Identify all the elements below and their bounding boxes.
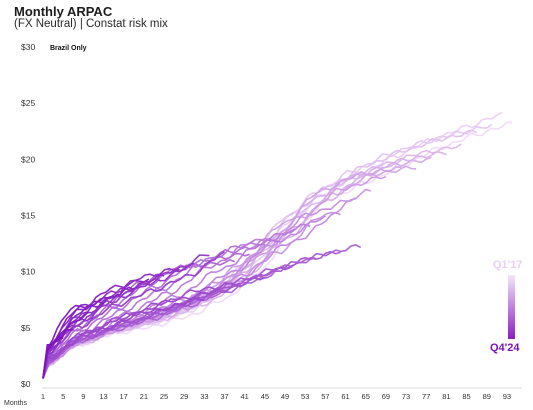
x-tick-label: 29: [180, 392, 188, 401]
x-tick-label: 89: [483, 392, 491, 401]
x-tick-label: 69: [382, 392, 390, 401]
cohort-series-line: [42, 300, 104, 379]
x-tick-label: 1: [41, 392, 45, 401]
y-tick-label: $5: [21, 323, 31, 333]
cohort-series-line: [42, 277, 266, 379]
legend-oldest-label: Q1'17: [493, 259, 523, 271]
x-tick-label: 17: [120, 392, 128, 401]
cohort-series-line: [42, 197, 357, 379]
x-tick-label: 65: [362, 392, 370, 401]
legend-gradient-bar: [508, 275, 515, 339]
x-tick-label: 73: [402, 392, 410, 401]
x-tick-label: 85: [462, 392, 470, 401]
cohort-series-line: [42, 121, 513, 379]
x-tick-label: 13: [99, 392, 107, 401]
x-tick-label: 25: [160, 392, 168, 401]
x-tick-label: 81: [442, 392, 450, 401]
cohort-series-line: [42, 287, 220, 379]
region-note: Brazil Only: [50, 45, 87, 52]
cohort-series-line: [42, 251, 225, 379]
x-tick-label: 57: [321, 392, 329, 401]
y-tick-label: $30: [21, 42, 35, 52]
x-tick-label: 93: [503, 392, 511, 401]
x-tick-label: 9: [81, 392, 85, 401]
cohort-series-line: [42, 143, 462, 379]
legend-newest-label: Q4'24: [490, 342, 520, 354]
y-tick-label: $0: [21, 379, 31, 389]
x-tick-label: 5: [61, 392, 65, 401]
y-tick-label: $15: [21, 211, 35, 221]
x-tick-label: 21: [140, 392, 148, 401]
x-tick-label: 53: [301, 392, 309, 401]
x-axis-label: Months: [4, 400, 27, 407]
cohort-series-line: [42, 254, 210, 379]
cohort-series-line: [42, 150, 447, 379]
y-tick-label: $10: [21, 267, 35, 277]
cohort-series-line: [42, 296, 205, 379]
chart-subtitle: (FX Neutral) | Constat risk mix: [14, 18, 168, 30]
x-tick-label: 33: [200, 392, 208, 401]
x-tick-label: 77: [422, 392, 430, 401]
x-tick-label: 37: [220, 392, 228, 401]
cohort-series-line: [42, 166, 402, 379]
y-tick-label: $20: [21, 154, 35, 164]
x-tick-label: 41: [241, 392, 249, 401]
y-tick-label: $25: [21, 98, 35, 108]
x-tick-label: 45: [261, 392, 269, 401]
chart-title: Monthly ARPAC: [14, 4, 113, 19]
cohort-series-line: [42, 336, 64, 379]
cohort-series-line: [42, 262, 195, 379]
cohort-series-line: [42, 311, 89, 379]
x-tick-label: 49: [281, 392, 289, 401]
x-tick-label: 61: [341, 392, 349, 401]
